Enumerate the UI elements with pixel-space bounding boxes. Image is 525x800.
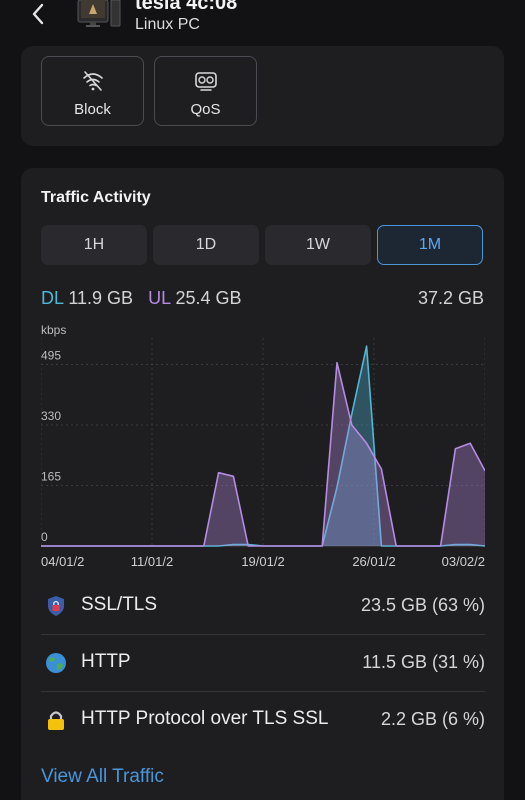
qos-icon bbox=[194, 72, 217, 91]
series-area-dl bbox=[41, 346, 485, 546]
protocol-row-http[interactable]: HTTP 11.5 GB (31 %) bbox=[41, 635, 485, 692]
x-tick-label: 11/01/2 bbox=[131, 554, 173, 569]
wifi-off-icon bbox=[82, 71, 103, 91]
range-1w[interactable]: 1W bbox=[265, 225, 371, 265]
y-tick-label: 165 bbox=[41, 470, 61, 484]
traffic-card: Traffic Activity 1H 1D 1W 1M DL 11.9 GB … bbox=[21, 168, 504, 800]
dl-value: 11.9 GB bbox=[68, 288, 134, 308]
padlock-icon bbox=[48, 711, 64, 730]
y-tick-label: 495 bbox=[41, 349, 61, 363]
protocol-value: 11.5 GB (31 %) bbox=[362, 652, 485, 672]
block-label: Block bbox=[74, 101, 111, 118]
qos-label: QoS bbox=[190, 101, 221, 118]
top-bar: tesla 4c:08 Linux PC bbox=[0, 0, 525, 50]
protocol-name: SSL/TLS bbox=[81, 594, 158, 615]
device-subtitle: Linux PC bbox=[135, 16, 200, 33]
ul-label: UL bbox=[148, 288, 171, 308]
protocol-name: HTTP Protocol over TLS SSL bbox=[81, 708, 329, 729]
protocol-value: 2.2 GB (6 %) bbox=[380, 709, 485, 729]
range-1h[interactable]: 1H bbox=[41, 225, 147, 265]
block-button[interactable]: Block bbox=[41, 56, 144, 126]
x-tick-label: 03/02/2 bbox=[442, 554, 485, 569]
protocol-name: HTTP bbox=[81, 651, 131, 672]
traffic-chart: kbps 0 165 330 495 04/01/2 11/01/2 19/01/2 26/01… bbox=[41, 323, 485, 569]
device-title: tesla 4c:08 bbox=[135, 0, 238, 14]
view-all-traffic-link[interactable]: View All Traffic bbox=[41, 766, 164, 787]
actions-card: Block QoS bbox=[21, 46, 504, 146]
dl-label: DL bbox=[41, 288, 64, 308]
ul-value: 25.4 GB bbox=[175, 288, 242, 308]
back-arrow-icon[interactable] bbox=[26, 0, 52, 30]
range-1m[interactable]: 1M bbox=[377, 225, 483, 265]
x-tick-label: 19/01/2 bbox=[241, 554, 284, 569]
y-axis-label: kbps bbox=[41, 323, 66, 337]
series-line-dl bbox=[41, 345, 485, 547]
x-tick-label: 04/01/2 bbox=[41, 554, 84, 569]
series-area-ul bbox=[41, 362, 485, 546]
y-tick-label: 0 bbox=[41, 530, 48, 544]
x-tick-label: 26/01/2 bbox=[352, 554, 395, 569]
protocol-value: 23.5 GB (63 %) bbox=[360, 595, 485, 615]
protocol-row-https[interactable]: HTTP Protocol over TLS SSL 2.2 GB (6 %) bbox=[41, 692, 485, 749]
traffic-totals: DL 11.9 GB UL 25.4 GB bbox=[41, 288, 242, 309]
range-1d[interactable]: 1D bbox=[153, 225, 259, 265]
globe-icon bbox=[46, 653, 66, 673]
shield-lock-icon bbox=[48, 596, 64, 616]
protocol-row-ssl-tls[interactable]: SSL/TLS 23.5 GB (63 %) bbox=[41, 578, 485, 635]
y-tick-label: 330 bbox=[41, 409, 61, 423]
qos-button[interactable]: QoS bbox=[154, 56, 257, 126]
total-traffic: 37.2 GB bbox=[417, 288, 484, 308]
traffic-title: Traffic Activity bbox=[41, 189, 151, 206]
desktop-pc-icon bbox=[77, 0, 121, 27]
series-line-ul bbox=[41, 361, 485, 547]
